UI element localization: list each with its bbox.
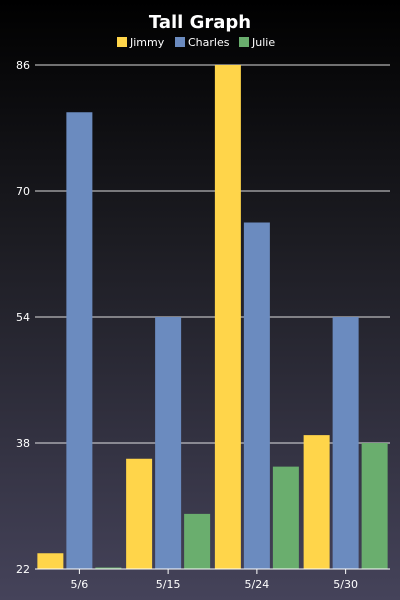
bar-charles-0 (66, 112, 93, 569)
bar-julie-0 (95, 567, 122, 569)
bar-jimmy-1 (126, 458, 153, 569)
bar-julie-2 (272, 466, 299, 569)
bar-jimmy-3 (303, 435, 330, 569)
y-tick-label: 22 (16, 563, 30, 576)
legend: Jimmy Charles Julie (117, 36, 275, 49)
bar-charles-3 (332, 317, 359, 569)
bar-charles-1 (155, 317, 182, 569)
y-axis-ticks: 22 38 54 70 86 (16, 59, 30, 576)
chart-title: Tall Graph (149, 12, 251, 33)
legend-swatch-charles (175, 37, 185, 47)
legend-swatch-julie (239, 37, 249, 47)
legend-swatch-jimmy (117, 37, 127, 47)
bar-julie-1 (184, 513, 211, 569)
bar-jimmy-0 (37, 553, 64, 569)
x-axis-ticks: 5/6 5/15 5/24 5/30 (35, 568, 390, 591)
x-tick-label: 5/30 (333, 578, 358, 591)
bar-julie-3 (361, 443, 388, 569)
y-tick-label: 70 (16, 185, 30, 198)
y-tick-label: 54 (16, 311, 30, 324)
bars (37, 65, 388, 569)
legend-label-charles: Charles (188, 36, 230, 49)
y-tick-label: 38 (16, 437, 30, 450)
x-tick-label: 5/6 (71, 578, 89, 591)
x-tick-label: 5/24 (245, 578, 270, 591)
x-tick-label: 5/15 (156, 578, 181, 591)
bar-charles-2 (243, 222, 270, 569)
legend-label-julie: Julie (251, 36, 275, 49)
legend-label-jimmy: Jimmy (129, 36, 165, 49)
bar-jimmy-2 (214, 65, 241, 569)
y-tick-label: 86 (16, 59, 30, 72)
